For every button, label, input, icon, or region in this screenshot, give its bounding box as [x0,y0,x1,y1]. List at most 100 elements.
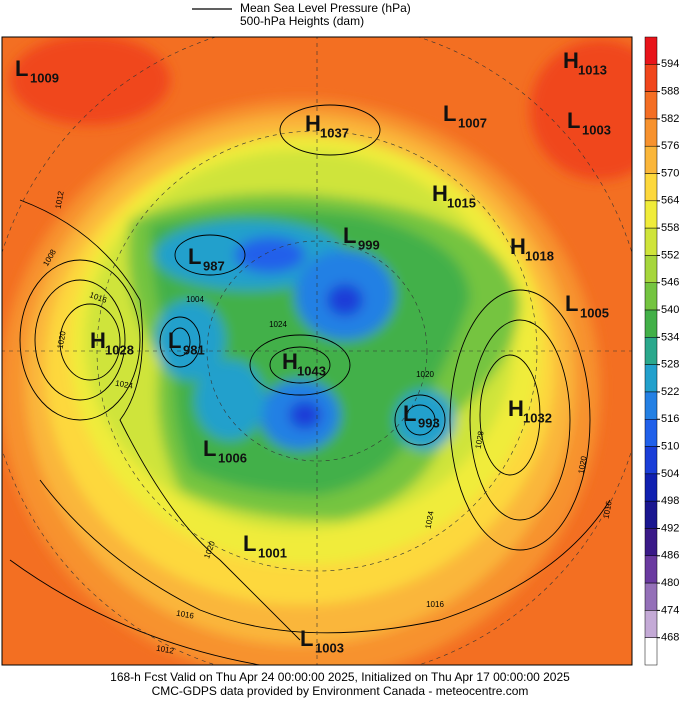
colorbar-label: 516 [661,413,679,425]
system-letter: L [188,244,201,269]
colorbar-bin [644,555,658,584]
pressure-system: H 1028 [90,328,134,358]
system-letter: H [563,48,579,73]
colorbar-label: 528 [661,359,679,371]
contour-label: 1024 [115,379,135,391]
footer-line2: CMC-GDPS data provided by Environment Ca… [152,684,529,698]
colorbar-bin [644,118,658,147]
colorbar-label: 486 [661,550,679,562]
system-letter: L [567,108,580,133]
colorbar-bin [644,282,658,311]
colorbar-label: 582 [661,113,679,125]
system-pressure: 1001 [258,545,287,560]
colorbar-label: 546 [661,277,679,289]
colorbar-bin [644,500,658,529]
colorbar-label: 576 [661,140,679,152]
pressure-system: H 1043 [282,349,326,379]
contour-label: 1012 [156,644,176,656]
colorbar-bin [644,446,658,475]
colorbar-bin [644,64,658,92]
system-pressure: 1032 [523,410,552,425]
pressure-system: H 1018 [510,234,554,264]
colorbar-bin [644,309,658,338]
system-pressure: 1003 [582,122,611,137]
contour-label: 1016 [176,609,196,621]
system-pressure: 1018 [525,248,554,263]
contour-label: 1024 [269,320,287,329]
system-pressure: 999 [358,237,380,252]
system-letter: H [282,349,298,374]
system-pressure: 1003 [315,640,344,655]
colorbar-bin [644,91,658,120]
pressure-system: L 1009 [15,56,59,86]
colorbar-label: 534 [661,331,679,343]
colorbar-label: 594 [661,58,679,70]
system-letter: L [243,531,256,556]
legend-fill-label: 500-hPa Heights (dam) [240,14,364,28]
colorbar-bin [644,391,658,420]
pressure-system: L 1007 [443,101,487,131]
pressure-system: L 1003 [300,626,344,656]
contour-label: 1004 [186,295,204,304]
system-pressure: 1028 [105,342,134,357]
pressure-system: L 993 [403,401,440,431]
pressure-system: L 1005 [565,291,609,321]
system-pressure: 987 [203,258,225,273]
colorbar: 594 588 582 576 570 564 558 552 546 540 534 528 522 5… [644,36,679,666]
system-letter: L [203,436,216,461]
footer-line1: 168-h Fcst Valid on Thu Apr 24 00:00:00 … [110,670,570,684]
system-letter: H [508,396,524,421]
system-letter: L [565,291,578,316]
colorbar-bin [644,364,658,393]
system-pressure: 1005 [580,305,609,320]
colorbar-label: 564 [661,195,679,207]
colorbar-bin [644,610,658,638]
system-letter: L [343,223,356,248]
contour-label: 1016 [602,500,614,520]
system-pressure: 1009 [30,70,59,85]
colorbar-bin [644,255,658,283]
system-letter: L [443,101,456,126]
system-letter: L [403,401,416,426]
colorbar-bin [644,528,658,557]
contour-label: 1020 [577,455,589,475]
colorbar-bin [644,582,658,611]
colorbar-label: 492 [661,522,679,534]
colorbar-label: 552 [661,249,679,261]
colorbar-bin [644,473,658,502]
colorbar-bin [644,227,658,256]
system-letter: L [168,328,181,353]
colorbar-label: 540 [661,304,679,316]
colorbar-label: 468 [661,632,679,644]
contour-label: 1024 [424,510,436,530]
system-pressure: 1043 [297,363,326,378]
pressure-system: L 1006 [203,436,247,466]
pressure-system: H 1032 [508,396,552,426]
colorbar-label: 504 [661,468,679,480]
colorbar-bin [644,419,658,447]
system-letter: H [432,181,448,206]
colorbar-bin [644,36,658,65]
system-pressure: 1013 [578,62,607,77]
system-letter: L [300,626,313,651]
pressure-system: L 999 [343,223,380,253]
contour-label: 1016 [426,600,444,609]
pressure-system: H 1013 [563,48,607,78]
system-pressure: 1006 [218,450,247,465]
colorbar-label: 498 [661,495,679,507]
system-letter: H [90,328,106,353]
colorbar-bin [644,200,658,229]
system-letter: L [15,56,28,81]
contour-label: 1012 [54,190,66,210]
system-letter: H [510,234,526,259]
system-pressure: 1015 [447,195,476,210]
pressure-system: H 1037 [305,111,349,141]
pressure-system: L 1001 [243,531,287,561]
pressure-system: L 987 [188,244,225,274]
lat-lon-grid [2,37,632,665]
colorbar-label: 510 [661,440,679,452]
colorbar-label: 480 [661,577,679,589]
isobars [9,104,611,665]
